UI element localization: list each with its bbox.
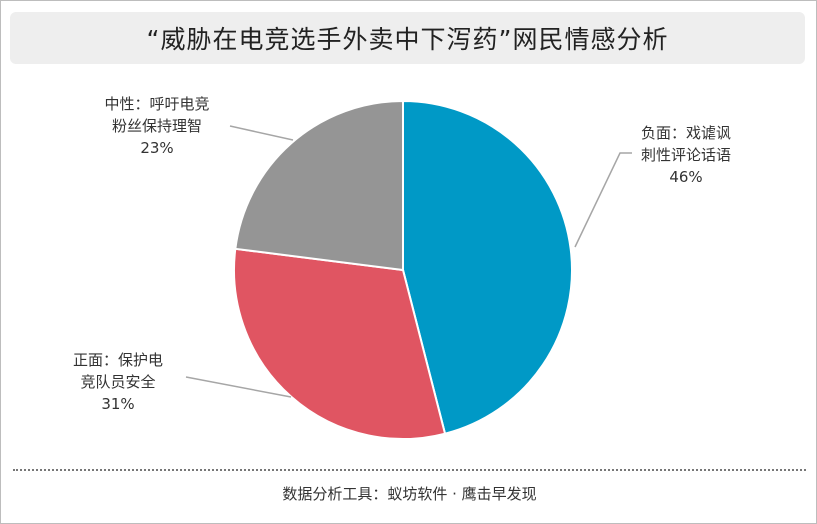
slice-label-positive-line1: 正面：保护电 <box>72 351 163 369</box>
chart-title: “威胁在电竞选手外卖中下泻药”网民情感分析 <box>146 25 669 54</box>
slice-label-negative-line2: 刺性评论话语 <box>640 146 731 164</box>
slice-value-negative: 46% <box>669 168 703 186</box>
leader-line-neutral <box>229 125 294 141</box>
slice-label-negative-line1: 负面：戏谑讽 <box>640 124 731 142</box>
slice-label-negative: 负面：戏谑讽 刺性评论话语 46% <box>611 122 761 188</box>
slice-label-neutral: 中性：呼吁电竞 粉丝保持理智 23% <box>77 93 237 159</box>
slice-label-positive-line2: 竞队员安全 <box>80 373 156 391</box>
slice-label-neutral-line1: 中性：呼吁电竞 <box>104 95 210 113</box>
leader-line-positive <box>185 376 292 398</box>
slice-positive <box>232 247 447 440</box>
footer-divider <box>13 469 806 471</box>
pie-chart <box>185 99 632 440</box>
slice-label-positive: 正面：保护电 竞队员安全 31% <box>53 349 183 415</box>
slice-neutral <box>234 99 404 272</box>
slice-label-neutral-line2: 粉丝保持理智 <box>111 117 202 135</box>
title-bar: “威胁在电竞选手外卖中下泻药”网民情感分析 <box>10 12 805 64</box>
slice-negative <box>402 99 573 435</box>
leader-line-negative <box>574 152 632 248</box>
footer-source: 数据分析工具：蚁坊软件 · 鹰击早发现 <box>282 485 537 503</box>
slice-value-neutral: 23% <box>140 139 174 157</box>
slice-value-positive: 31% <box>101 395 135 413</box>
